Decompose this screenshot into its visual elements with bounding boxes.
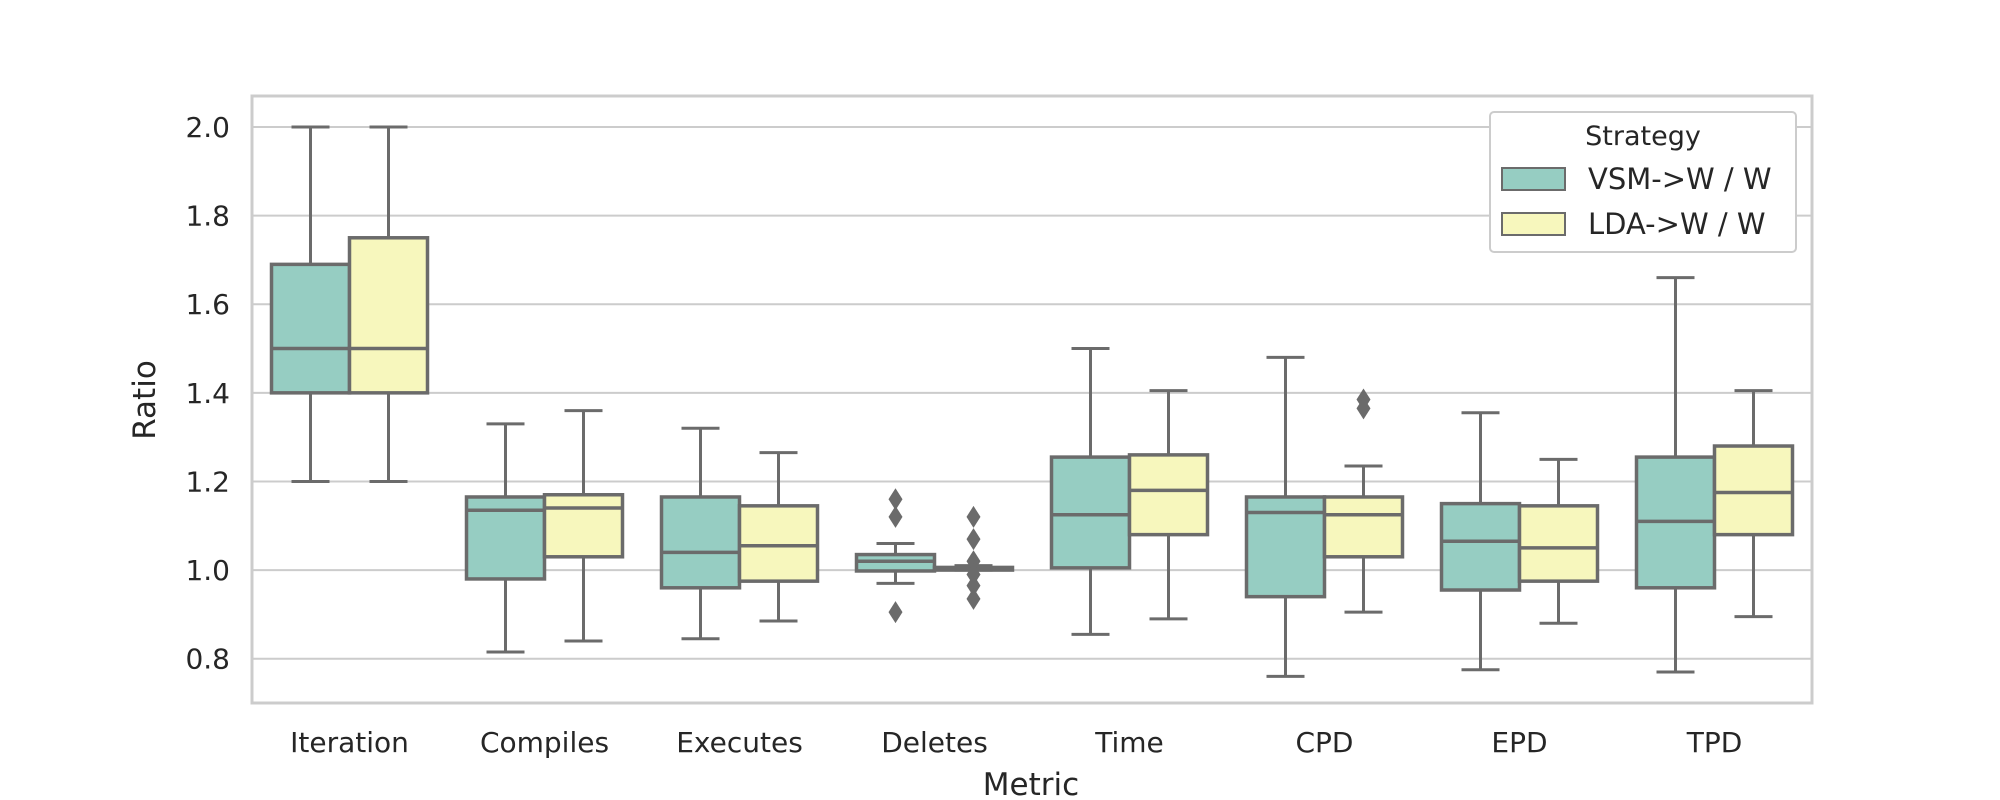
outlier-point xyxy=(966,587,981,610)
box-iqr xyxy=(542,493,625,559)
x-axis-ticks: Iteration Compiles Executes Deletes Time CPD E… xyxy=(290,726,1742,759)
x-tick-label: Deletes xyxy=(881,726,988,759)
y-tick-label: 1.0 xyxy=(185,554,230,587)
outlier-point xyxy=(1356,397,1371,420)
box-iqr xyxy=(737,504,820,583)
box-cpd xyxy=(1244,355,1327,678)
outlier-point xyxy=(888,601,903,624)
outlier-point xyxy=(966,563,981,586)
y-tick-label: 2.0 xyxy=(185,111,230,144)
box-deletes xyxy=(854,488,937,624)
legend-label-vsm: VSM->W / W xyxy=(1588,162,1772,196)
y-tick-label: 1.6 xyxy=(185,288,230,321)
legend-label-lda: LDA->W / W xyxy=(1588,207,1766,241)
x-tick-label: TPD xyxy=(1686,726,1743,759)
box-iteration xyxy=(347,125,430,483)
box-iqr xyxy=(347,236,430,395)
x-tick-label: EPD xyxy=(1491,726,1547,759)
box-compiles xyxy=(464,422,547,654)
legend-title: Strategy xyxy=(1585,121,1701,152)
x-tick-label: Time xyxy=(1094,726,1164,759)
y-axis-title: Ratio xyxy=(127,360,163,440)
box-iqr xyxy=(1517,504,1600,583)
box-time xyxy=(1049,347,1132,636)
box-iqr xyxy=(1712,444,1795,537)
box-iqr xyxy=(1127,453,1210,537)
x-tick-label: Executes xyxy=(676,726,803,759)
y-tick-label: 1.2 xyxy=(185,465,230,498)
box-iqr xyxy=(1439,501,1522,592)
legend-swatch-lda xyxy=(1501,212,1566,236)
box-executes xyxy=(737,451,820,623)
x-tick-label: Iteration xyxy=(290,726,409,759)
legend-swatch-vsm xyxy=(1501,167,1566,191)
box-deletes xyxy=(932,505,1015,610)
box-series xyxy=(269,125,1795,678)
box-iqr xyxy=(269,262,352,395)
box-cpd xyxy=(1322,388,1405,614)
outlier-point xyxy=(888,488,903,511)
box-iqr xyxy=(659,495,742,590)
legend: Strategy VSM->W / W LDA->W / W xyxy=(1489,111,1797,253)
outlier-point xyxy=(966,574,981,597)
y-tick-label: 0.8 xyxy=(185,643,230,676)
x-axis-title: Metric xyxy=(983,767,1079,800)
x-tick-label: Compiles xyxy=(480,726,609,759)
outlier-point xyxy=(888,505,903,528)
box-tpd xyxy=(1634,276,1717,674)
box-executes xyxy=(659,426,742,641)
plot-frame xyxy=(250,94,1814,705)
y-tick-label: 1.4 xyxy=(185,377,230,410)
outlier-point xyxy=(966,528,981,551)
series-vsm xyxy=(269,125,1717,678)
box-iqr xyxy=(1049,455,1132,570)
x-tick-label: CPD xyxy=(1296,726,1354,759)
box-time xyxy=(1127,389,1210,621)
outlier-point xyxy=(966,505,981,528)
box-iqr xyxy=(1322,495,1405,559)
box-compiles xyxy=(542,409,625,643)
y-axis-ticks: 0.8 1.0 1.2 1.4 1.6 1.8 2.0 xyxy=(185,111,230,676)
box-epd xyxy=(1517,457,1600,625)
legend-frame xyxy=(1489,111,1797,253)
y-tick-label: 1.8 xyxy=(185,200,230,233)
outlier-point xyxy=(966,550,981,573)
series-lda xyxy=(347,125,1795,643)
box-tpd xyxy=(1712,389,1795,619)
